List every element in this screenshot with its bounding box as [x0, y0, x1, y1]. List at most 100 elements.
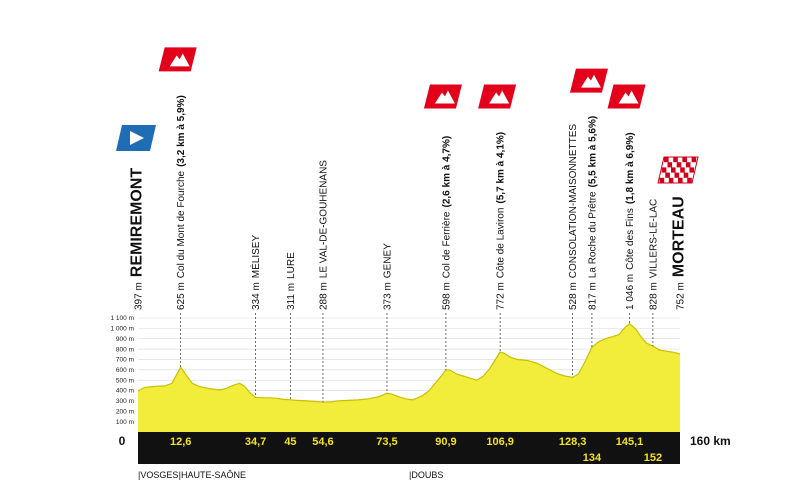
waypoint-1-text: 625 m Col du Mont de Fourche (3,2 km à 5,9…: [176, 95, 187, 310]
waypoint-5-text: 373 m GENEY: [382, 243, 393, 310]
waypoint-6-text: 598 m Col de Ferrière (2,6 km à 4,7%): [441, 136, 452, 310]
waypoint-10-km-label: 145,1: [616, 436, 644, 448]
region-label-2: |DOUBS: [409, 470, 443, 480]
waypoint-1: 12,6 625 m Col du Mont de Fourche (3,2 km à…: [158, 47, 197, 448]
y-tick-label-200: 200 m: [116, 408, 134, 415]
region-label-0: |VOSGES: [138, 470, 178, 480]
waypoint-8: 128,3 528 m CONSOLATION-MAISONNETTES: [559, 124, 587, 448]
y-tick-label-500: 500 m: [116, 377, 134, 384]
x-start-label: 0: [119, 434, 126, 448]
waypoint-7-text: 772 m Côte de Laviron (5,7 km à 4,1%): [496, 132, 507, 310]
waypoint-12-check-0-2: [673, 157, 678, 163]
waypoint-9-vertical-label: 817 m La Roche du Prêtre (5,5 km à 5,6%): [587, 116, 598, 310]
waypoint-6-altitude: 598 m: [441, 282, 452, 310]
waypoint-0-vertical-label: 397 m REMIREMONT: [129, 168, 146, 310]
waypoint-3-name: LURE: [286, 252, 297, 279]
waypoint-7-vertical-label: 772 m Côte de Laviron (5,7 km à 4,1%): [496, 132, 507, 310]
waypoint-4-vertical-label: 288 m LE VAL-DE-GOUHENANS: [318, 160, 329, 310]
waypoint-4-text: 288 m LE VAL-DE-GOUHENANS: [318, 160, 329, 310]
y-tick-label-100: 100 m: [116, 419, 134, 426]
waypoint-4-altitude: 288 m: [318, 282, 329, 310]
region-labels: |VOSGES |HAUTE-SAÔNE |DOUBS: [138, 470, 443, 480]
profile-area: [138, 323, 680, 432]
waypoint-6-mountain-icon: [434, 90, 455, 104]
waypoint-9-text: 817 m La Roche du Prêtre (5,5 km à 5,6%): [587, 116, 598, 310]
waypoint-7-name: Côte de Laviron: [496, 208, 507, 279]
waypoint-2-name: MÉLISEY: [249, 235, 262, 279]
waypoint-1-km-label: 12,6: [170, 436, 191, 448]
waypoint-11-km-label: 152: [644, 452, 662, 464]
waypoint-1-mountain-icon: [169, 53, 190, 67]
waypoint-9-mountain-icon: [580, 74, 601, 88]
y-tick-label-800: 800 m: [116, 346, 134, 353]
waypoint-9-detail: (5,5 km à 5,6%): [587, 116, 598, 188]
waypoint-12-check-1-1: [667, 162, 673, 168]
waypoint-6-km-label: 90,9: [435, 436, 456, 448]
waypoint-0-altitude: 397 m: [134, 282, 145, 310]
waypoint-12-check-0-0: [664, 157, 669, 163]
waypoint-12-check-1-5: [685, 162, 691, 168]
waypoint-3-km-label: 45: [284, 436, 296, 448]
waypoint-0-name: REMIREMONT: [129, 168, 146, 278]
waypoint-12-finish-flag: [657, 156, 699, 184]
waypoint-12-check-4-0: [659, 177, 665, 183]
waypoint-12-check-3-3: [674, 172, 680, 178]
waypoint-2: 34,7 334 m MÉLISEY: [245, 235, 266, 448]
waypoint-12-check-3-5: [683, 172, 689, 178]
waypoint-11: 152 828 m VILLERS-LE-LAC: [644, 199, 662, 464]
waypoint-7-mountain-flag: [478, 84, 517, 109]
waypoint-5-altitude: 373 m: [382, 282, 393, 310]
y-tick-label-1100: 1 100 m: [111, 315, 135, 322]
waypoint-4: 54,6 288 m LE VAL-DE-GOUHENANS: [312, 160, 333, 448]
waypoint-1-vertical-label: 625 m Col du Mont de Fourche (3,2 km à 5,9…: [176, 95, 187, 310]
waypoint-5-name: GENEY: [382, 243, 393, 278]
y-tick-label-900: 900 m: [116, 336, 134, 343]
waypoint-2-altitude: 334 m: [251, 282, 262, 310]
waypoint-8-km-label: 128,3: [559, 436, 587, 448]
waypoint-7-km-label: 106,9: [486, 436, 514, 448]
waypoint-7: 106,9 772 m Côte de Laviron (5,7 km à 4,1%): [478, 84, 517, 448]
waypoint-4-name: LE VAL-DE-GOUHENANS: [318, 160, 329, 279]
waypoint-1-detail: (3,2 km à 5,9%): [176, 95, 187, 167]
y-tick-label-400: 400 m: [116, 388, 134, 395]
waypoint-12-check-2-6: [689, 167, 694, 173]
waypoint-9-altitude: 817 m: [587, 282, 598, 310]
waypoint-12-check-1-3: [676, 162, 682, 168]
waypoint-3-vertical-label: 311 m LURE: [286, 252, 297, 310]
waypoint-6: 90,9 598 m Col de Ferrière (2,6 km à 4,7%): [423, 84, 462, 448]
waypoint-markers: 397 m REMIREMONT 12,6 625 m Col du Mont de F…: [116, 47, 699, 464]
x-end-label: 160 km: [690, 434, 731, 448]
waypoint-5: 73,5 373 m GENEY: [376, 243, 397, 448]
waypoint-12-text: 752 m MORTEAU: [671, 196, 688, 310]
waypoint-7-mountain-icon: [489, 90, 510, 104]
waypoint-12-check-4-4: [678, 177, 683, 183]
distance-band: 0 160 km: [119, 432, 731, 464]
waypoint-12: 752 m MORTEAU: [657, 156, 699, 310]
waypoint-6-mountain-flag: [423, 84, 462, 109]
waypoint-11-name: VILLERS-LE-LAC: [648, 199, 659, 278]
waypoint-9-mountain-flag: [569, 68, 608, 93]
waypoint-8-altitude: 528 m: [568, 282, 579, 310]
waypoint-9-km-label: 134: [583, 452, 602, 464]
waypoint-11-text: 828 m VILLERS-LE-LAC: [648, 199, 659, 310]
waypoint-0-play-icon: [130, 131, 144, 145]
waypoint-4-km-label: 54,6: [312, 436, 333, 448]
y-axis: 100 m 200 m 300 m 400 m 500 m 600 m 700 m 800 m…: [111, 315, 135, 426]
waypoint-7-altitude: 772 m: [496, 282, 507, 310]
waypoint-12-name: MORTEAU: [671, 196, 688, 277]
distance-band-bar: [138, 432, 680, 464]
waypoint-10-name: Côte des Fins: [625, 208, 636, 270]
waypoint-12-check-2-2: [671, 167, 676, 173]
waypoint-0-text: 397 m REMIREMONT: [129, 168, 146, 310]
waypoint-12-check-3-1: [665, 172, 670, 178]
waypoint-6-detail: (2,6 km à 4,7%): [441, 136, 452, 208]
waypoint-0-start-flag: [116, 125, 156, 151]
waypoint-6-vertical-label: 598 m Col de Ferrière (2,6 km à 4,7%): [441, 136, 452, 310]
waypoint-12-check-4-6: [687, 177, 692, 183]
waypoint-0: 397 m REMIREMONT: [116, 125, 156, 310]
waypoint-8-name: CONSOLATION-MAISONNETTES: [568, 124, 579, 279]
waypoint-10-detail: (1,8 km à 6,9%): [625, 132, 636, 204]
waypoint-12-check-2-4: [680, 167, 685, 173]
